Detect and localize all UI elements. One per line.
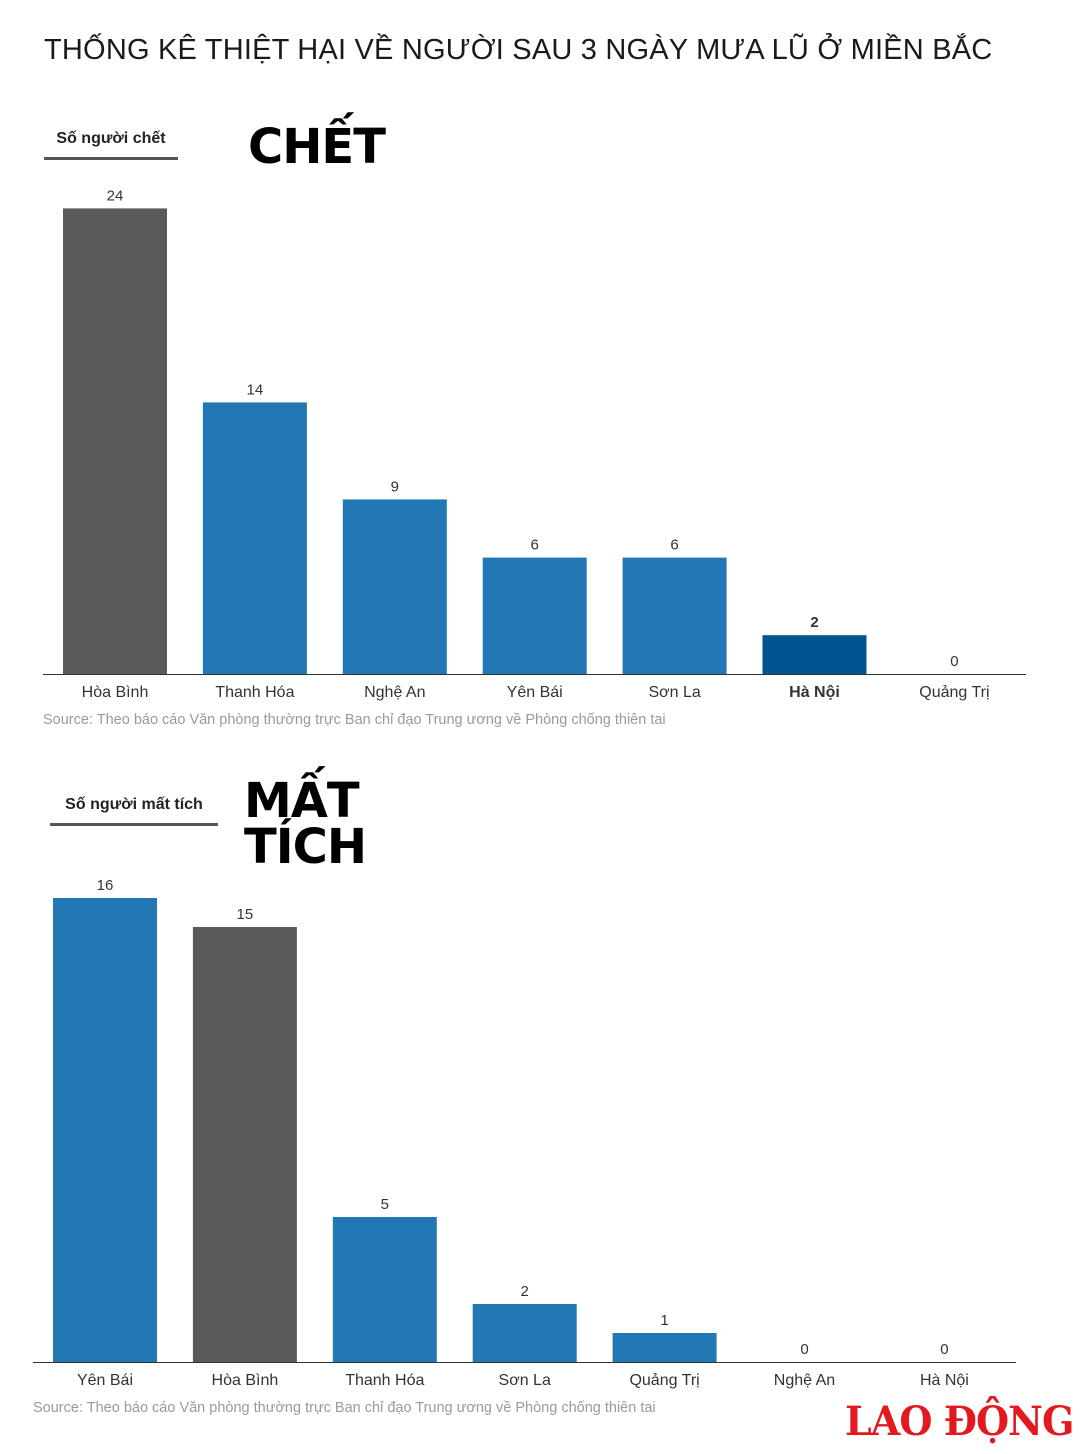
section-label-missing: Số người mất tích bbox=[50, 796, 218, 826]
section-label-deaths: Số người chết bbox=[44, 130, 178, 160]
deaths-category-label: Quảng Trị bbox=[919, 684, 989, 701]
deaths-bar bbox=[762, 635, 867, 674]
deaths-value-label: 24 bbox=[107, 187, 124, 204]
big-word-line: CHẾT bbox=[248, 119, 386, 175]
missing-category-label: Nghệ An bbox=[774, 1372, 835, 1389]
deaths-bar bbox=[342, 499, 447, 674]
deaths-category-label: Sơn La bbox=[648, 684, 700, 701]
missing-category-label: Yên Bái bbox=[77, 1372, 133, 1389]
big-word-line: MẤT bbox=[244, 773, 360, 829]
deaths-value-label: 9 bbox=[391, 478, 399, 495]
source-note-missing: Source: Theo báo cáo Văn phòng thường tr… bbox=[33, 1400, 656, 1416]
deaths-category-label: Hà Nội bbox=[789, 684, 840, 701]
source-note-deaths: Source: Theo báo cáo Văn phòng thường tr… bbox=[43, 712, 666, 728]
deaths-value-label: 14 bbox=[247, 381, 264, 398]
missing-bar bbox=[53, 898, 157, 1362]
missing-value-label: 5 bbox=[381, 1196, 389, 1213]
missing-category-label: Hòa Bình bbox=[212, 1372, 279, 1389]
missing-value-label: 2 bbox=[521, 1283, 529, 1300]
big-word-line: TÍCH bbox=[244, 819, 367, 875]
missing-category-label: Thanh Hóa bbox=[345, 1372, 424, 1389]
missing-value-label: 1 bbox=[660, 1312, 668, 1329]
deaths-category-label: Yên Bái bbox=[507, 684, 563, 701]
deaths-value-label: 6 bbox=[670, 537, 678, 554]
deaths-bar bbox=[202, 402, 307, 674]
lao-dong-logo: LAO ĐỘNG bbox=[844, 1398, 1074, 1445]
deaths-category-label: Hòa Bình bbox=[82, 684, 149, 701]
deaths-value-label: 0 bbox=[950, 653, 958, 670]
big-word-deaths: CHẾT bbox=[248, 119, 386, 175]
big-word-missing: MẤT TÍCH bbox=[244, 773, 367, 875]
missing-value-label: 16 bbox=[97, 877, 114, 894]
missing-value-label: 0 bbox=[940, 1341, 948, 1358]
deaths-value-label: 6 bbox=[531, 537, 539, 554]
page-title: THỐNG KÊ THIỆT HẠI VỀ NGƯỜI SAU 3 NGÀY M… bbox=[44, 34, 993, 66]
deaths-category-label: Nghệ An bbox=[364, 684, 425, 701]
missing-bar bbox=[612, 1333, 717, 1362]
missing-bar bbox=[332, 1217, 437, 1362]
missing-category-label: Quảng Trị bbox=[629, 1372, 699, 1389]
deaths-bar bbox=[622, 557, 727, 674]
missing-category-label: Sơn La bbox=[499, 1372, 551, 1389]
deaths-bar bbox=[63, 208, 167, 674]
missing-bar bbox=[192, 927, 297, 1362]
deaths-chart: 24 Hòa Bình 14 Thanh Hóa 9 Nghệ An 6 Yên Bái 6 Sơ… bbox=[43, 187, 1026, 701]
deaths-bar bbox=[482, 557, 587, 674]
deaths-category-label: Thanh Hóa bbox=[215, 684, 294, 701]
missing-value-label: 0 bbox=[800, 1341, 808, 1358]
deaths-value-label: 2 bbox=[810, 614, 818, 631]
missing-bar bbox=[472, 1304, 577, 1362]
missing-category-label: Hà Nội bbox=[920, 1372, 969, 1389]
missing-value-label: 15 bbox=[237, 906, 254, 923]
missing-chart: 16 Yên Bái 15 Hòa Bình 5 Thanh Hóa 2 Sơn La 1 Quả… bbox=[33, 877, 1016, 1389]
